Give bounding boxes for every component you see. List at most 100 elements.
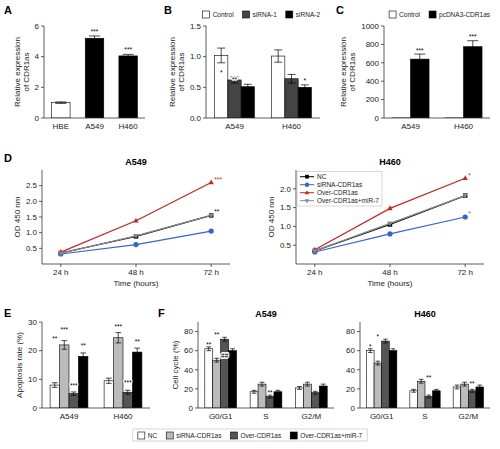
panel-line: 24 h48 h72 hTime (hours)0.51.01.52.02.5O…: [4, 152, 230, 288]
point: [463, 194, 468, 199]
y-tick-label: 40: [184, 366, 193, 375]
x-tick-label: 48 h: [382, 268, 398, 277]
x-tick-label: S: [422, 412, 427, 421]
y-tick-label: 0: [35, 114, 40, 123]
error-bar: [414, 54, 425, 64]
bar: [382, 341, 390, 408]
annotation: *: [369, 343, 372, 350]
error-bar: [214, 358, 219, 362]
error-bar: [455, 385, 460, 389]
title: A549: [255, 309, 277, 319]
error-bar: [419, 379, 424, 383]
bar: [464, 47, 483, 118]
y-tick-label: 400: [366, 77, 380, 86]
y-axis-label: Relative expressionof CDR1as: [339, 37, 357, 107]
error-bar: [55, 102, 66, 104]
bar: [374, 363, 382, 408]
x-tick-label: 24 h: [307, 268, 323, 277]
series-line: [61, 215, 211, 253]
y-axis-label-line: of CDR1as: [348, 52, 357, 91]
point: [58, 251, 63, 256]
annotation: **: [81, 342, 87, 349]
x-tick-label: 24 h: [53, 268, 69, 277]
y-axis-line: [206, 26, 207, 118]
y-tick: [39, 350, 42, 351]
point: [312, 249, 317, 254]
y-axis-label: Relative expressionof CDR1as: [13, 37, 31, 107]
y-tick-label: 0: [375, 114, 380, 123]
bar: [50, 385, 59, 408]
y-tick-label: 0.5: [280, 241, 292, 250]
x-tick: [465, 264, 466, 267]
x-axis-line: [198, 408, 334, 409]
error-bar: [301, 85, 309, 90]
bar: [303, 384, 311, 408]
panel-label: F: [158, 307, 165, 319]
y-tick-label: 2.0: [280, 185, 292, 194]
annotation: *: [468, 172, 471, 179]
error-bar: [467, 41, 478, 53]
y-tick: [195, 350, 198, 351]
y-tick-label: 2.0: [26, 197, 38, 206]
y-tick: [203, 56, 206, 57]
plot-area: [215, 48, 312, 118]
x-tick-label: H460: [454, 122, 474, 131]
y-axis-label-line: Cell cycle (%): [171, 340, 180, 389]
legend-label: pcDNA3-CDR1as: [439, 11, 491, 19]
bar: [104, 381, 113, 408]
y-tick: [293, 188, 296, 189]
y-tick-label: 20: [346, 385, 355, 394]
error-bar: [230, 349, 235, 353]
y-tick-label: 0.0: [190, 114, 202, 123]
y-axis-label: Cell cycle (%): [171, 340, 180, 389]
panel-bar: G0/G1SG2/M020406080H460******: [346, 309, 490, 421]
bar: [52, 103, 71, 118]
y-tick-label: 2.5: [26, 181, 38, 190]
x-tick: [60, 264, 61, 267]
annotation: **: [267, 389, 273, 396]
y-tick: [39, 322, 42, 323]
panel-label: D: [4, 152, 12, 164]
title: H460: [379, 157, 401, 167]
y-tick-label: 0.5: [190, 83, 202, 92]
y-tick-label: 1000: [361, 22, 379, 31]
x-tick-label: A549: [60, 412, 79, 421]
y-tick: [357, 388, 360, 389]
x-axis-line: [44, 118, 145, 119]
legend: ControlpcDNA3-CDR1as: [389, 11, 491, 19]
x-tick-label: G0/G1: [209, 412, 233, 421]
annotation: ***: [114, 323, 122, 330]
y-tick: [195, 369, 198, 370]
point: [387, 222, 392, 227]
legend-label: siRNA-CDR1as: [176, 432, 222, 439]
error-bar: [321, 384, 326, 388]
y-axis-label-line: of CDR1as: [177, 52, 186, 91]
y-tick-label: 4: [35, 52, 40, 61]
x-tick-label: A549: [85, 122, 104, 131]
y-tick: [195, 331, 198, 332]
error-bar: [231, 77, 239, 83]
legend-marker: [305, 175, 309, 179]
y-tick-label: 0.5: [26, 244, 38, 253]
bar: [453, 387, 461, 408]
panel-line: 24 h48 h72 hTime (hours)0.51.01.52.0OD 4…: [267, 157, 484, 288]
legend-label: siRNA-2: [296, 11, 321, 18]
panel-bar: A549H4600102030Apoptosis rate (%)E******…: [4, 307, 367, 441]
y-tick: [357, 350, 360, 351]
annotation: **: [135, 338, 141, 345]
y-tick: [41, 26, 44, 27]
y-tick-label: 30: [28, 318, 37, 327]
y-axis-label-line: Relative expression: [13, 37, 22, 107]
bar: [468, 391, 476, 408]
x-tick-label: H460: [119, 122, 139, 131]
annotation: *: [304, 77, 307, 84]
annotation: *: [377, 333, 380, 340]
y-tick: [41, 56, 44, 57]
y-tick: [39, 201, 42, 202]
legend-swatch: [286, 11, 293, 18]
annotation: **: [206, 341, 212, 348]
y-axis-label: OD 450 nm: [267, 196, 276, 237]
y-tick-label: 1.0: [26, 228, 38, 237]
legend: ControlsiRNA-1siRNA-2: [203, 11, 321, 18]
y-tick-label: 80: [184, 327, 193, 336]
